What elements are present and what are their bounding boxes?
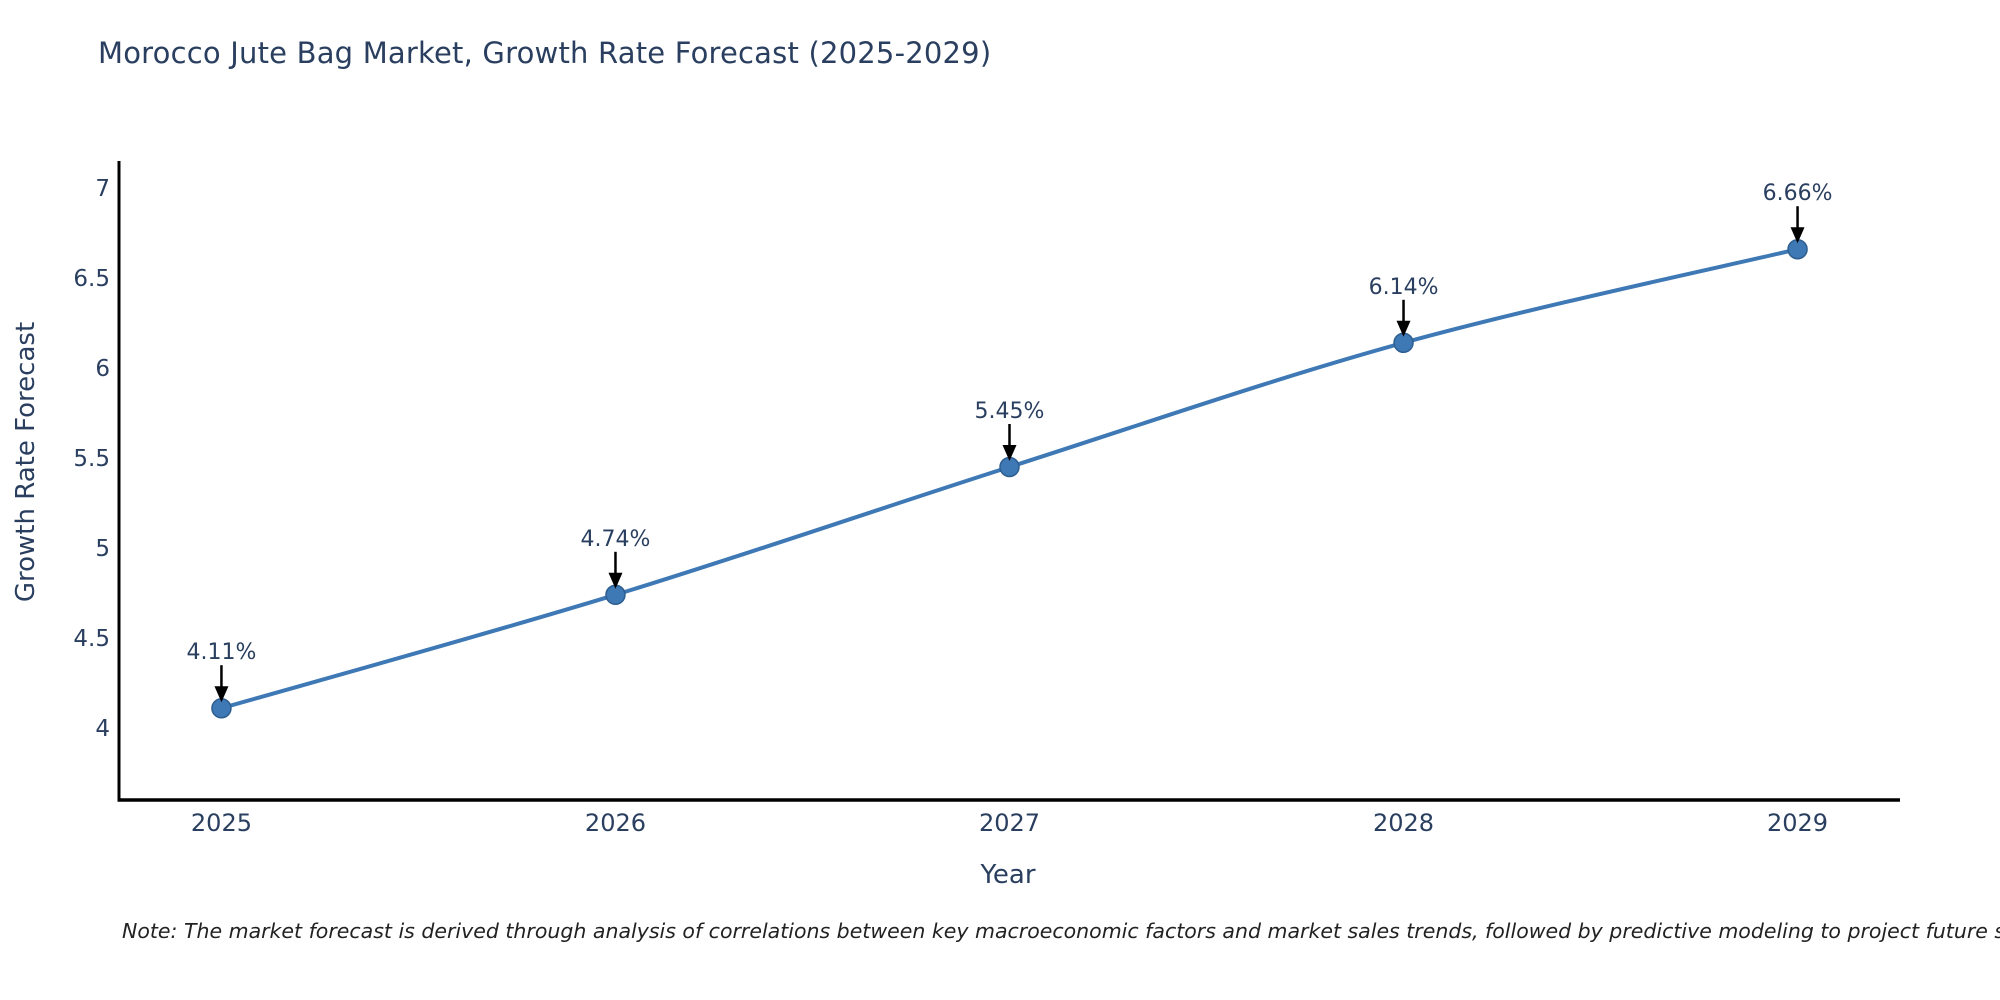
y-tick-label: 6.5 [73, 266, 110, 292]
y-tick-label: 7 [95, 176, 110, 202]
annotation-label: 6.66% [1763, 181, 1833, 206]
x-tick-label: 2026 [585, 809, 646, 837]
y-tick-label: 4.5 [73, 626, 110, 652]
x-tick-label: 2028 [1373, 809, 1434, 837]
annotation-label: 4.74% [581, 527, 651, 552]
annotation-arrowhead-icon [608, 572, 623, 589]
annotation-arrowhead-icon [1396, 320, 1411, 337]
y-tick-label: 4 [95, 716, 110, 742]
annotation-label: 5.45% [975, 399, 1045, 424]
y-tick-label: 5.5 [73, 446, 110, 472]
series-line [219, 247, 1800, 711]
chart-title: Morocco Jute Bag Market, Growth Rate For… [98, 36, 992, 70]
y-axis-title: Growth Rate Forecast [11, 321, 41, 603]
footnote: Note: The market forecast is derived thr… [122, 919, 2000, 943]
y-tick-label: 6 [95, 356, 110, 382]
x-tick-label: 2027 [979, 809, 1040, 837]
annotation-arrowhead-icon [214, 686, 229, 703]
annotation-label: 4.11% [187, 640, 257, 665]
annotation-arrowhead-icon [1002, 445, 1017, 461]
x-tick-label: 2025 [191, 809, 252, 837]
x-tick-label: 2029 [1767, 809, 1828, 837]
annotation-label: 6.14% [1369, 275, 1439, 300]
y-tick-label: 5 [95, 536, 110, 562]
x-axis-title: Year [980, 860, 1036, 890]
annotation-arrowhead-icon [1790, 227, 1805, 244]
